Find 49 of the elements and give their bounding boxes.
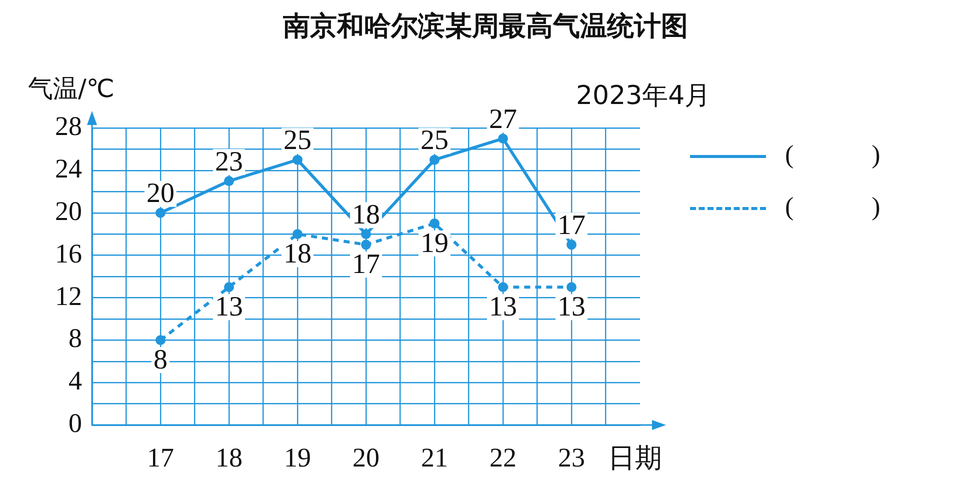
point [224, 282, 234, 292]
point [430, 218, 440, 228]
point [566, 240, 576, 250]
data-label: 13 [489, 291, 517, 322]
x-axis-title: 日期 [608, 442, 662, 476]
data-label: 25 [284, 125, 312, 156]
point [430, 154, 440, 165]
point [292, 154, 302, 165]
y-tick-label: 24 [55, 154, 82, 184]
point [156, 335, 166, 346]
legend-label: ( ) [785, 192, 880, 222]
data-label: 18 [352, 199, 380, 230]
data-label: 17 [352, 249, 380, 280]
x-tick-label: 23 [558, 442, 585, 472]
data-label: 20 [146, 178, 174, 210]
x-tick-label: 21 [421, 442, 448, 472]
point [292, 229, 302, 240]
data-label: 25 [420, 125, 448, 156]
point [361, 229, 371, 240]
text: 2023年4月 [576, 80, 711, 113]
y-tick-label: 16 [55, 238, 82, 268]
y-tick-label: 12 [55, 280, 82, 311]
y-tick-label: 0 [68, 408, 82, 438]
y-tick-label: 28 [55, 111, 82, 142]
point [498, 282, 508, 292]
x-tick-label: 20 [352, 442, 380, 472]
y-tick-label: 20 [55, 196, 82, 226]
point [566, 282, 576, 292]
point [498, 134, 508, 144]
chart-title: 南京和哈尔滨某周最高气温统计图 [282, 10, 689, 44]
point [224, 176, 234, 186]
x-tick-label: 18 [216, 442, 242, 472]
data-label: 8 [154, 344, 168, 376]
data-label: 19 [420, 228, 448, 259]
data-label: 17 [558, 210, 586, 242]
x-tick-label: 19 [284, 442, 311, 472]
x-tick-label: 22 [490, 442, 516, 472]
data-label: 27 [489, 104, 517, 135]
data-label: 18 [284, 238, 312, 270]
point [156, 208, 166, 218]
data-label: 13 [215, 291, 243, 322]
point [361, 240, 371, 250]
y-axis-title: 气温/℃ [28, 73, 114, 105]
x-tick-label: 17 [147, 442, 174, 472]
data-label: 23 [215, 146, 243, 178]
data-label: 13 [558, 291, 586, 322]
legend-label: ( ) [785, 140, 880, 170]
y-tick-label: 8 [68, 323, 82, 354]
y-tick-label: 4 [68, 366, 82, 396]
